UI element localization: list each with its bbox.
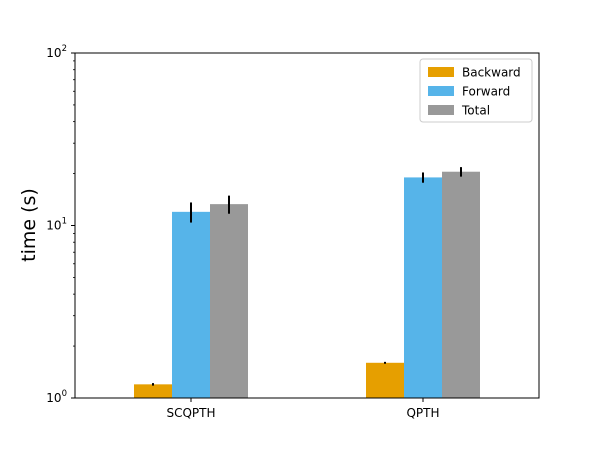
y-tick-label: 101: [46, 217, 67, 233]
legend-swatch-forward: [428, 86, 454, 96]
bars-layer: [134, 171, 480, 398]
x-axis: SCQPTH QPTH: [166, 398, 440, 420]
x-tick-label: SCQPTH: [166, 406, 215, 420]
legend: Backward Forward Total: [419, 58, 533, 123]
legend-label-backward: Backward: [462, 66, 521, 80]
y-axis: 100 101 102: [46, 44, 75, 405]
bar-forward-qpth: [404, 177, 442, 398]
bar-total-scqpth: [210, 204, 248, 398]
y-tick-label: 100: [46, 389, 67, 405]
legend-swatch-total: [428, 105, 454, 115]
bar-backward-scqpth: [134, 384, 172, 398]
bar-backward-qpth: [366, 362, 404, 398]
x-tick-label: QPTH: [406, 406, 439, 420]
legend-label-forward: Forward: [462, 85, 510, 99]
y-axis-title: time (s): [18, 188, 40, 262]
legend-swatch-backward: [428, 67, 454, 77]
bar-total-qpth: [442, 171, 480, 398]
bar-forward-scqpth: [172, 211, 210, 398]
errorbars-layer: [152, 167, 462, 386]
y-tick-label: 102: [46, 44, 67, 60]
legend-label-total: Total: [461, 104, 490, 118]
